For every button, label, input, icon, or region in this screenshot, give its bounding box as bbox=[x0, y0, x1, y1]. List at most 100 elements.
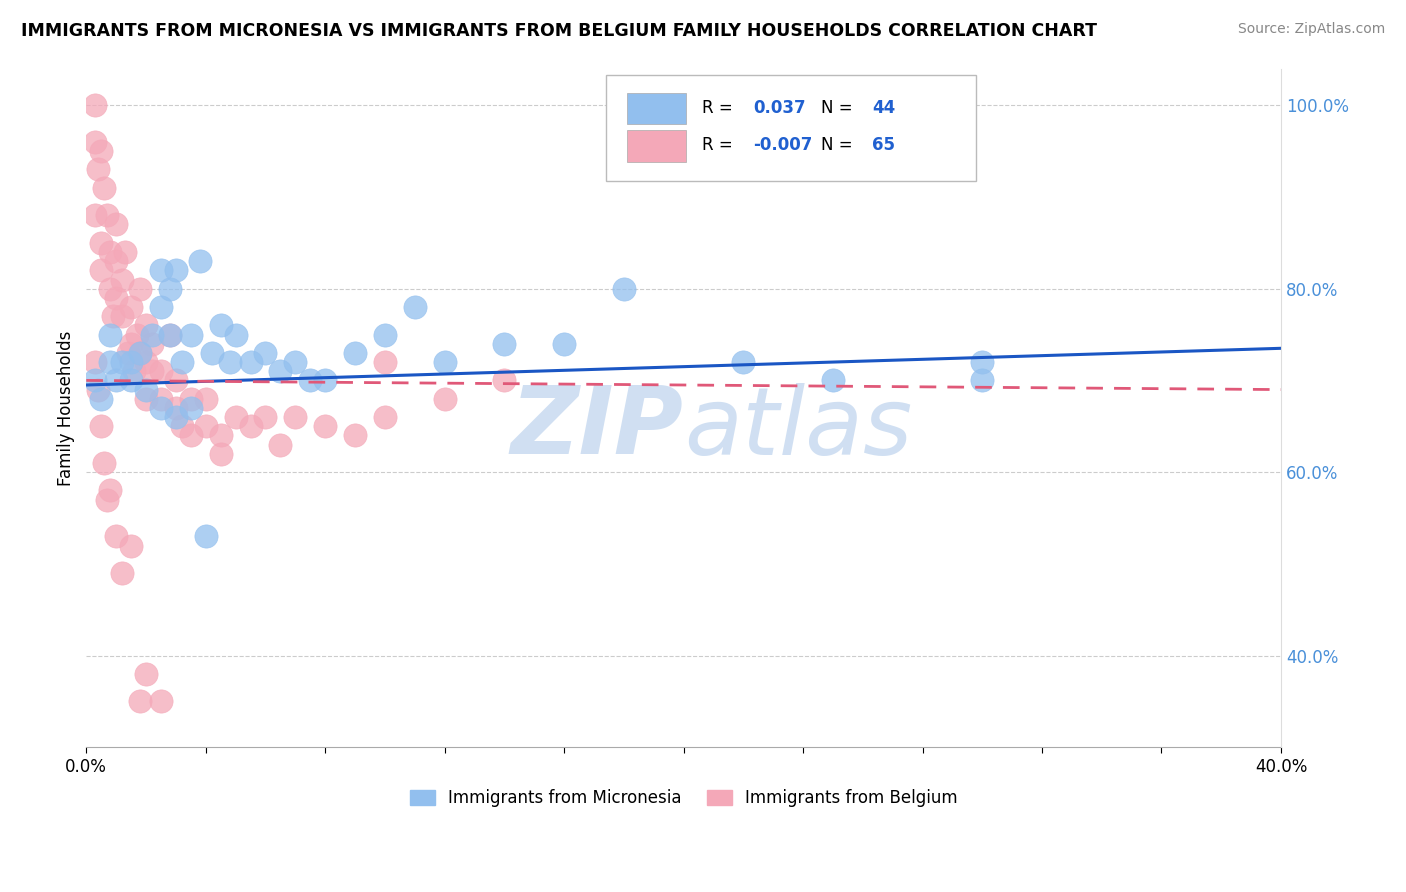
Point bbox=[149, 300, 172, 314]
Point bbox=[120, 355, 142, 369]
Point bbox=[105, 529, 128, 543]
Text: 0.037: 0.037 bbox=[754, 99, 806, 117]
Point bbox=[111, 309, 134, 323]
Point bbox=[135, 318, 157, 333]
Point bbox=[180, 401, 202, 415]
Text: -0.007: -0.007 bbox=[754, 136, 813, 154]
Point bbox=[96, 208, 118, 222]
Point bbox=[120, 300, 142, 314]
Point bbox=[972, 355, 994, 369]
Text: atlas: atlas bbox=[683, 383, 912, 474]
Point bbox=[122, 364, 145, 378]
Point bbox=[165, 410, 187, 425]
Text: 44: 44 bbox=[872, 99, 896, 117]
Point bbox=[98, 282, 121, 296]
Point bbox=[96, 492, 118, 507]
Point bbox=[117, 346, 139, 360]
Point bbox=[135, 392, 157, 406]
Point bbox=[239, 355, 262, 369]
Text: IMMIGRANTS FROM MICRONESIA VS IMMIGRANTS FROM BELGIUM FAMILY HOUSEHOLDS CORRELAT: IMMIGRANTS FROM MICRONESIA VS IMMIGRANTS… bbox=[21, 22, 1097, 40]
Point bbox=[90, 235, 112, 250]
Point bbox=[129, 346, 152, 360]
Point bbox=[299, 373, 322, 387]
Point bbox=[225, 410, 247, 425]
Point bbox=[120, 373, 142, 387]
Point bbox=[120, 336, 142, 351]
Point bbox=[120, 539, 142, 553]
Point bbox=[374, 355, 396, 369]
Legend: Immigrants from Micronesia, Immigrants from Belgium: Immigrants from Micronesia, Immigrants f… bbox=[404, 782, 965, 814]
Point bbox=[111, 355, 134, 369]
Point bbox=[374, 327, 396, 342]
Point bbox=[170, 355, 193, 369]
Point bbox=[159, 282, 181, 296]
Point bbox=[105, 254, 128, 268]
Point bbox=[135, 355, 157, 369]
Point bbox=[239, 419, 262, 434]
Point bbox=[180, 327, 202, 342]
Point bbox=[494, 336, 516, 351]
Text: N =: N = bbox=[821, 136, 858, 154]
Point bbox=[90, 144, 112, 158]
Point bbox=[98, 244, 121, 259]
Point bbox=[98, 355, 121, 369]
Point bbox=[105, 291, 128, 305]
Point bbox=[90, 392, 112, 406]
Point bbox=[284, 355, 307, 369]
Point bbox=[194, 419, 217, 434]
Point bbox=[209, 447, 232, 461]
Point bbox=[129, 282, 152, 296]
Point bbox=[170, 419, 193, 434]
Point bbox=[972, 373, 994, 387]
Point bbox=[84, 373, 107, 387]
FancyBboxPatch shape bbox=[627, 130, 686, 161]
Point bbox=[114, 244, 136, 259]
Point bbox=[344, 428, 367, 442]
Point bbox=[188, 254, 211, 268]
Point bbox=[284, 410, 307, 425]
Point bbox=[404, 300, 426, 314]
Point bbox=[93, 456, 115, 470]
Point bbox=[165, 263, 187, 277]
Point bbox=[105, 218, 128, 232]
Point bbox=[209, 428, 232, 442]
Point bbox=[141, 336, 163, 351]
Point bbox=[141, 364, 163, 378]
Point bbox=[180, 428, 202, 442]
Text: R =: R = bbox=[702, 136, 738, 154]
Text: R =: R = bbox=[702, 99, 738, 117]
Point bbox=[821, 373, 844, 387]
Point bbox=[84, 355, 107, 369]
Point bbox=[433, 355, 456, 369]
Point bbox=[269, 437, 291, 451]
Point bbox=[149, 401, 172, 415]
Point bbox=[93, 181, 115, 195]
Point bbox=[84, 135, 107, 149]
Point bbox=[87, 162, 110, 177]
Point bbox=[125, 327, 148, 342]
Point bbox=[344, 346, 367, 360]
Point bbox=[209, 318, 232, 333]
FancyBboxPatch shape bbox=[606, 75, 976, 180]
Point bbox=[314, 373, 336, 387]
Point bbox=[98, 327, 121, 342]
Point bbox=[269, 364, 291, 378]
Point bbox=[90, 419, 112, 434]
Point bbox=[159, 327, 181, 342]
Text: N =: N = bbox=[821, 99, 858, 117]
Point bbox=[494, 373, 516, 387]
Point bbox=[149, 364, 172, 378]
Point bbox=[733, 355, 755, 369]
Point bbox=[141, 327, 163, 342]
Point bbox=[111, 272, 134, 286]
Point bbox=[314, 419, 336, 434]
Point bbox=[149, 392, 172, 406]
Point bbox=[84, 208, 107, 222]
Point bbox=[194, 529, 217, 543]
Point bbox=[129, 346, 152, 360]
Point bbox=[201, 346, 224, 360]
Point bbox=[101, 309, 124, 323]
Point bbox=[374, 410, 396, 425]
Point bbox=[553, 336, 575, 351]
Point bbox=[254, 410, 277, 425]
